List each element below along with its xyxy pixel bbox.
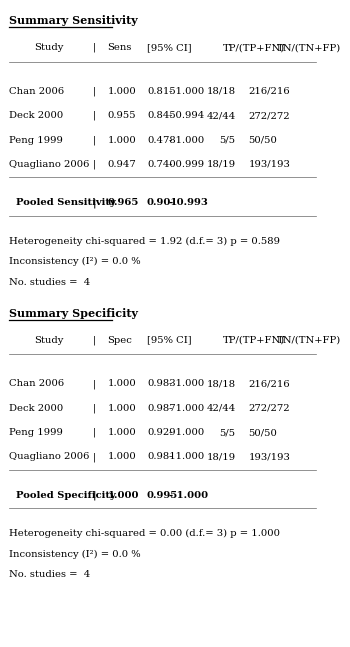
Text: |: | xyxy=(93,43,96,52)
Text: 272/272: 272/272 xyxy=(248,404,290,413)
Text: Deck 2000: Deck 2000 xyxy=(9,111,63,120)
Text: Spec: Spec xyxy=(107,336,132,345)
Text: |: | xyxy=(93,135,96,145)
Text: [95% CI]: [95% CI] xyxy=(147,336,191,345)
Text: |: | xyxy=(93,404,96,413)
Text: - 1.000: - 1.000 xyxy=(169,136,204,144)
Text: TN/(TN+FP): TN/(TN+FP) xyxy=(277,43,341,52)
Text: 0.955: 0.955 xyxy=(107,111,136,120)
Text: Study: Study xyxy=(34,336,64,345)
Text: Inconsistency (I²) = 0.0 %: Inconsistency (I²) = 0.0 % xyxy=(9,550,141,559)
Text: |: | xyxy=(93,428,96,437)
Text: 0.981: 0.981 xyxy=(147,452,176,461)
Text: TN/(TN+FP): TN/(TN+FP) xyxy=(277,336,341,345)
Text: TP/(TP+FN): TP/(TP+FN) xyxy=(223,43,285,52)
Text: Summary Sensitivity: Summary Sensitivity xyxy=(9,16,138,27)
Text: |: | xyxy=(93,160,96,169)
Text: 50/50: 50/50 xyxy=(248,136,277,144)
Text: 1.000: 1.000 xyxy=(107,404,136,413)
Text: 0.965: 0.965 xyxy=(107,199,139,208)
Text: 0.845: 0.845 xyxy=(147,111,176,120)
Text: - 1.000: - 1.000 xyxy=(169,404,204,413)
Text: |: | xyxy=(93,87,96,96)
Text: 1.000: 1.000 xyxy=(107,379,136,388)
Text: - 1.000: - 1.000 xyxy=(169,379,204,388)
Text: |: | xyxy=(93,452,96,462)
Text: Peng 1999: Peng 1999 xyxy=(9,136,63,144)
Text: 0.740: 0.740 xyxy=(147,160,176,169)
Text: 0.987: 0.987 xyxy=(147,404,176,413)
Text: 1.000: 1.000 xyxy=(107,136,136,144)
Text: Heterogeneity chi-squared = 0.00 (d.f.= 3) p = 1.000: Heterogeneity chi-squared = 0.00 (d.f.= … xyxy=(9,529,280,538)
Text: Peng 1999: Peng 1999 xyxy=(9,428,63,437)
Text: 1.000: 1.000 xyxy=(107,452,136,461)
Text: 1.000: 1.000 xyxy=(107,87,136,96)
Text: 193/193: 193/193 xyxy=(248,452,290,461)
Text: |: | xyxy=(93,335,96,345)
Text: 18/19: 18/19 xyxy=(206,452,236,461)
Text: 0.901: 0.901 xyxy=(147,199,178,208)
Text: Heterogeneity chi-squared = 1.92 (d.f.= 3) p = 0.589: Heterogeneity chi-squared = 1.92 (d.f.= … xyxy=(9,237,280,246)
Text: 18/18: 18/18 xyxy=(206,87,236,96)
Text: 216/216: 216/216 xyxy=(248,87,290,96)
Text: |: | xyxy=(93,111,96,120)
Text: 5/5: 5/5 xyxy=(219,428,236,437)
Text: Chan 2006: Chan 2006 xyxy=(9,379,64,388)
Text: 42/44: 42/44 xyxy=(206,404,236,413)
Text: Chan 2006: Chan 2006 xyxy=(9,87,64,96)
Text: 42/44: 42/44 xyxy=(206,111,236,120)
Text: |: | xyxy=(93,198,97,208)
Text: 1.000: 1.000 xyxy=(107,491,139,500)
Text: - 1.000: - 1.000 xyxy=(169,491,208,500)
Text: No. studies =  4: No. studies = 4 xyxy=(9,278,90,287)
Text: |: | xyxy=(93,379,96,389)
Text: Inconsistency (I²) = 0.0 %: Inconsistency (I²) = 0.0 % xyxy=(9,258,141,267)
Text: 0.478: 0.478 xyxy=(147,136,176,144)
Text: 5/5: 5/5 xyxy=(219,136,236,144)
Text: - 0.994: - 0.994 xyxy=(169,111,204,120)
Text: TP/(TP+FN): TP/(TP+FN) xyxy=(223,336,285,345)
Text: 18/19: 18/19 xyxy=(206,160,236,169)
Text: 216/216: 216/216 xyxy=(248,379,290,388)
Text: - 1.000: - 1.000 xyxy=(169,428,204,437)
Text: - 0.993: - 0.993 xyxy=(169,199,208,208)
Text: Deck 2000: Deck 2000 xyxy=(9,404,63,413)
Text: 193/193: 193/193 xyxy=(248,160,290,169)
Text: Study: Study xyxy=(34,43,64,52)
Text: 1.000: 1.000 xyxy=(107,428,136,437)
Text: 0.983: 0.983 xyxy=(147,379,176,388)
Text: Summary Specificity: Summary Specificity xyxy=(9,308,138,319)
Text: 18/18: 18/18 xyxy=(206,379,236,388)
Text: [95% CI]: [95% CI] xyxy=(147,43,191,52)
Text: 0.929: 0.929 xyxy=(147,428,176,437)
Text: - 0.999: - 0.999 xyxy=(169,160,204,169)
Text: Sens: Sens xyxy=(107,43,132,52)
Text: - 1.000: - 1.000 xyxy=(169,87,204,96)
Text: Quagliano 2006: Quagliano 2006 xyxy=(9,452,90,461)
Text: Quagliano 2006: Quagliano 2006 xyxy=(9,160,90,169)
Text: - 1.000: - 1.000 xyxy=(169,452,204,461)
Text: 272/272: 272/272 xyxy=(248,111,290,120)
Text: 0.815: 0.815 xyxy=(147,87,176,96)
Text: 0.947: 0.947 xyxy=(107,160,136,169)
Text: Pooled Sensitivity: Pooled Sensitivity xyxy=(9,199,116,208)
Text: No. studies =  4: No. studies = 4 xyxy=(9,571,90,580)
Text: 50/50: 50/50 xyxy=(248,428,277,437)
Text: |: | xyxy=(93,490,97,500)
Text: 0.995: 0.995 xyxy=(147,491,178,500)
Text: Pooled Specificity: Pooled Specificity xyxy=(9,491,116,500)
